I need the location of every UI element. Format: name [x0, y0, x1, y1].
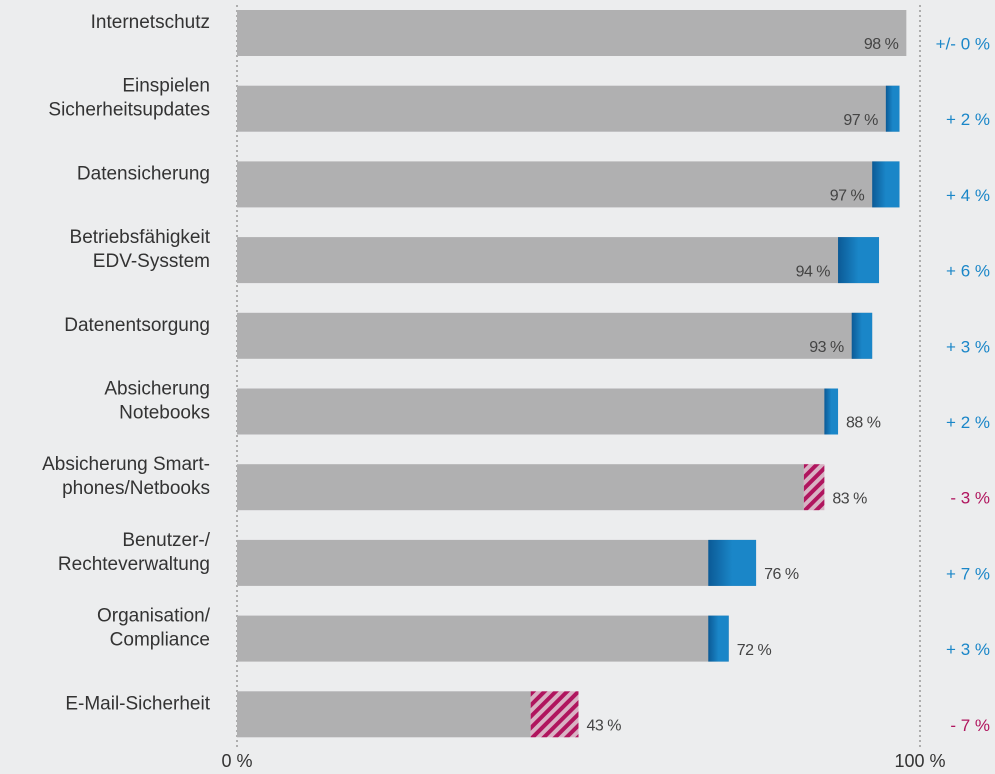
- value-label: 97 %: [843, 112, 878, 129]
- increase-segment: [824, 388, 839, 435]
- category-label: Einspielen Sicherheitsupdates: [48, 76, 210, 121]
- increase-segment: [872, 161, 900, 208]
- increase-segment: [851, 312, 873, 359]
- category-label: Benutzer-/Rechteverwaltung: [58, 530, 211, 575]
- increase-segment: [885, 85, 900, 132]
- decrease-segment: [803, 464, 825, 511]
- x-tick-label: 100 %: [894, 751, 945, 771]
- decrease-segment: [530, 691, 579, 738]
- bar: [237, 464, 804, 511]
- increase-segment: [708, 615, 729, 662]
- category-label: Absicherung Notebooks: [104, 379, 210, 424]
- bar: [237, 312, 873, 359]
- change-label: + 3 %: [946, 337, 990, 356]
- change-label: + 7 %: [946, 564, 990, 583]
- bar: [237, 85, 900, 132]
- value-label: 83 %: [832, 490, 867, 507]
- bar: [237, 539, 757, 586]
- category-label: E-Mail-Sicherheit: [65, 693, 210, 714]
- category-label: Datenentsorgung: [64, 315, 210, 336]
- category-label: Betriebsfähigkeit EDV-Sysstem: [70, 227, 211, 272]
- bar: [237, 10, 907, 56]
- bar: [237, 161, 900, 208]
- value-label: 43 %: [587, 718, 622, 735]
- change-label: + 2 %: [946, 413, 990, 432]
- value-label: 88 %: [846, 415, 881, 432]
- change-label: +/- 0 %: [936, 34, 990, 53]
- change-label: - 7 %: [950, 716, 990, 735]
- value-label: 76 %: [764, 566, 799, 583]
- change-label: + 4 %: [946, 186, 990, 205]
- category-label: Internetschutz: [91, 12, 210, 33]
- increase-segment: [838, 237, 880, 284]
- change-label: + 2 %: [946, 110, 990, 129]
- change-label: + 6 %: [946, 262, 990, 281]
- bar: [237, 237, 880, 284]
- bar: [237, 615, 729, 662]
- value-label: 93 %: [809, 339, 844, 356]
- value-label: 94 %: [796, 263, 831, 280]
- category-label: Organisation/Compliance: [97, 606, 211, 651]
- x-tick-label: 0 %: [221, 751, 252, 771]
- bar: [237, 691, 531, 738]
- value-label: 98 %: [864, 36, 899, 53]
- value-label: 72 %: [737, 642, 772, 659]
- value-label: 97 %: [830, 188, 865, 205]
- category-label: Datensicherung: [77, 163, 210, 184]
- change-label: + 3 %: [946, 640, 990, 659]
- category-label: Absicherung Smart-phones/Netbooks: [42, 454, 210, 499]
- change-label: - 3 %: [950, 489, 990, 508]
- increase-segment: [708, 539, 757, 586]
- bar: [237, 388, 839, 435]
